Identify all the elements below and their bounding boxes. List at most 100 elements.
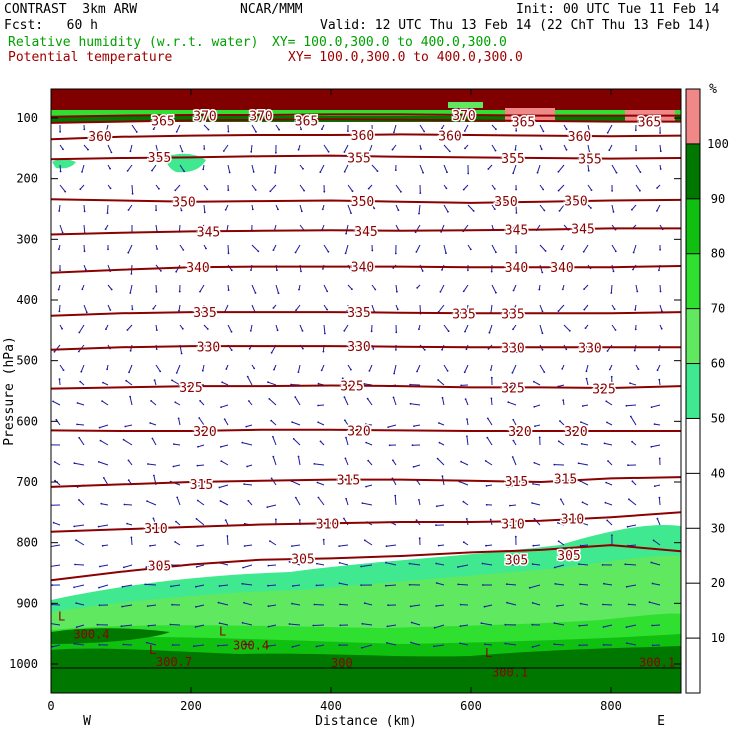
wind-vector <box>436 563 445 566</box>
wind-vector-head <box>109 167 111 170</box>
wind-vector-head <box>149 545 151 547</box>
wind-vector <box>488 324 493 333</box>
wind-vector <box>563 144 567 151</box>
wind-vector-head <box>489 369 492 371</box>
wind-vector <box>367 398 373 406</box>
wind-vector-head <box>301 330 304 332</box>
wind-vector <box>323 284 328 292</box>
wind-vector <box>611 244 617 252</box>
wind-vector <box>227 164 231 173</box>
wind-vector-head <box>462 188 465 191</box>
wind-vector <box>272 456 277 466</box>
wind-vector <box>314 463 325 466</box>
wind-vector-head <box>202 348 205 351</box>
wind-vector-head <box>181 150 184 153</box>
x-tick-label: 200 <box>180 699 202 713</box>
wind-vector-head <box>484 460 487 462</box>
wind-vector <box>179 164 185 172</box>
wind-vector-head <box>105 132 107 135</box>
wind-vector <box>339 603 349 606</box>
wind-vector <box>274 224 277 231</box>
wind-vector <box>443 164 448 173</box>
wind-vector-head <box>75 602 78 604</box>
wind-vector <box>344 420 349 426</box>
wind-vector-head <box>531 646 534 648</box>
wind-vector-head <box>319 171 322 174</box>
wind-vector-head <box>614 250 617 253</box>
wind-vector-head <box>659 150 662 153</box>
wind-vector <box>195 604 205 608</box>
wind-vector-head <box>97 461 100 463</box>
wind-vector <box>269 540 277 546</box>
wind-vector <box>55 419 61 426</box>
wind-vector-head <box>409 383 412 386</box>
wind-vector-head <box>590 207 592 209</box>
wind-vector-head <box>267 605 270 608</box>
wind-vector-head <box>482 584 484 586</box>
theta-line-370 <box>51 113 681 118</box>
wind-vector <box>531 502 541 506</box>
wind-vector-head <box>73 525 76 528</box>
wind-vector-head <box>656 517 659 520</box>
wind-vector-head <box>253 367 256 370</box>
theta-label: 350 <box>172 196 195 211</box>
wind-vector-head <box>109 187 112 190</box>
wind-vector <box>539 324 543 334</box>
x-tick-label: 0 <box>47 699 54 713</box>
wind-vector-head <box>637 368 640 370</box>
wind-vector-head <box>227 130 230 133</box>
wind-vector-head <box>579 583 581 586</box>
wind-vector <box>107 284 113 290</box>
wind-vector-head <box>587 169 590 172</box>
wind-vector <box>578 462 589 466</box>
wind-vector-head <box>341 377 344 380</box>
wind-vector-head <box>459 642 461 645</box>
wind-vector-head <box>152 128 155 131</box>
wind-vector <box>220 404 229 408</box>
wind-vector-head <box>615 171 618 174</box>
wind-vector <box>246 424 253 428</box>
wind-vector-head <box>603 582 605 585</box>
wind-vector-head <box>565 148 568 151</box>
wind-vector <box>275 124 280 130</box>
wind-vector-head <box>627 603 630 606</box>
wind-vector <box>317 497 325 506</box>
wind-vector <box>339 544 349 547</box>
wind-vector <box>539 304 543 312</box>
wind-vector-head <box>648 601 651 604</box>
wind-vector-head <box>559 498 562 501</box>
wind-vector <box>603 583 613 586</box>
wind-vector-head <box>150 400 153 402</box>
wind-vector-head <box>288 561 291 563</box>
wind-vector <box>656 204 661 212</box>
wind-vector-head <box>515 351 518 354</box>
wind-vector <box>487 418 493 426</box>
wind-vector <box>291 603 301 606</box>
wind-vector-head <box>55 418 58 421</box>
wind-vector-head <box>466 309 468 311</box>
wind-vector <box>52 644 61 648</box>
wind-vector-head <box>52 521 55 524</box>
wind-vector <box>605 502 613 506</box>
theta-label: 310 <box>316 517 339 532</box>
wind-vector <box>268 398 277 406</box>
wind-vector-head <box>317 382 320 385</box>
wind-vector <box>463 284 469 292</box>
wind-vector <box>409 563 421 566</box>
wind-vector-head <box>294 496 297 499</box>
wind-vector <box>581 443 589 446</box>
wind-vector <box>75 539 85 546</box>
colorbar: 10 20 30 40 50 60 70 80 90 100 <box>685 88 729 694</box>
wind-vector <box>78 324 85 333</box>
wind-vector <box>151 438 157 446</box>
wind-vector-head <box>625 642 628 644</box>
wind-vector-head <box>298 519 301 521</box>
wind-vector <box>506 583 517 586</box>
wind-vector <box>339 582 349 586</box>
wind-vector-head <box>177 417 180 420</box>
wind-vector <box>316 563 325 566</box>
wind-vector-head <box>557 540 560 543</box>
wind-vector-head <box>631 480 634 483</box>
wind-vector <box>484 643 493 646</box>
wind-vector <box>224 419 229 426</box>
